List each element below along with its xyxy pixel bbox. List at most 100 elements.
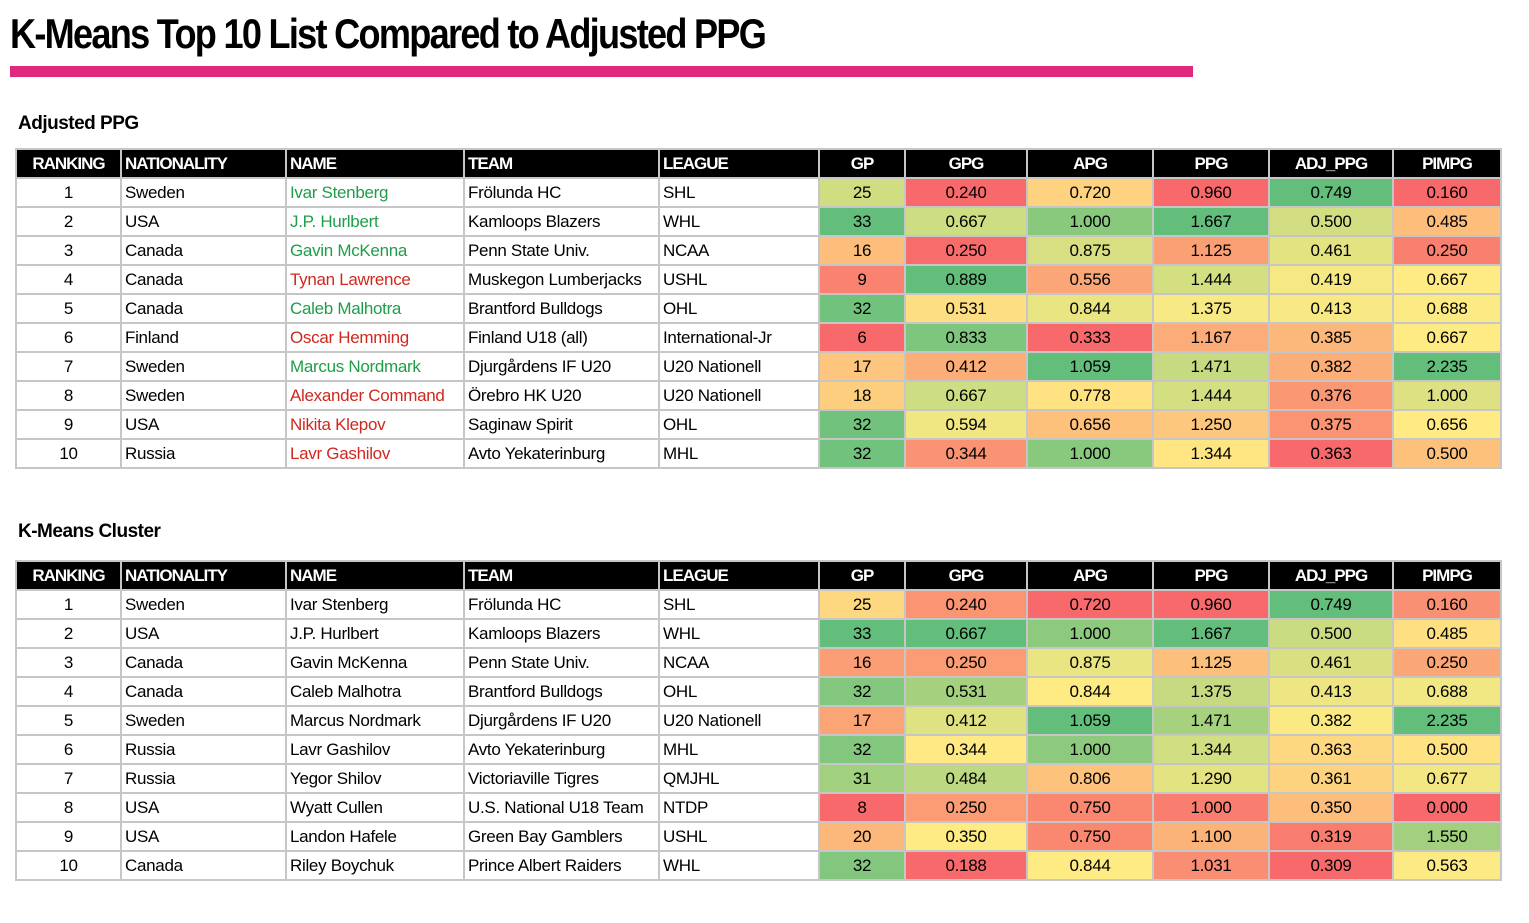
table-cell: 0.656 — [1026, 409, 1154, 440]
table-cell: 5 — [15, 293, 122, 324]
column-header: NATIONALITY — [120, 560, 287, 591]
table-cell: Ivar Stenberg — [285, 589, 465, 620]
table-cell: Lavr Gashilov — [285, 734, 465, 765]
table-cell: Saginaw Spirit — [463, 409, 660, 440]
table-cell: 0.889 — [904, 264, 1028, 295]
table-cell: 32 — [818, 293, 906, 324]
table-cell: 0.594 — [904, 409, 1028, 440]
table-cell: 0.382 — [1268, 351, 1394, 382]
table-row: 7 Russia Yegor Shilov Victoriaville Tigres Q… — [15, 763, 1502, 794]
table-cell: 0.363 — [1268, 438, 1394, 469]
table-cell: 0.844 — [1026, 293, 1154, 324]
column-header: GPG — [904, 148, 1028, 179]
table-cell: 0.484 — [904, 763, 1028, 794]
table-cell: 31 — [818, 763, 906, 794]
table-cell: 0.188 — [904, 850, 1028, 881]
table-cell: Russia — [120, 763, 287, 794]
table-cell: 0.844 — [1026, 850, 1154, 881]
column-header: LEAGUE — [658, 148, 820, 179]
table-cell: 0.688 — [1392, 676, 1502, 707]
table-cell: 1.550 — [1392, 821, 1502, 852]
table-cell: 1.344 — [1152, 438, 1270, 469]
table-cell: Caleb Malhotra — [285, 293, 465, 324]
column-header: ADJ_PPG — [1268, 148, 1394, 179]
table-cell: 8 — [15, 380, 122, 411]
table-cell: 0.875 — [1026, 647, 1154, 678]
table-cell: 0.461 — [1268, 647, 1394, 678]
table-cell: 0.000 — [1392, 792, 1502, 823]
column-header: PIMPG — [1392, 560, 1502, 591]
table-cell: 1.000 — [1026, 438, 1154, 469]
table-cell: Sweden — [120, 380, 287, 411]
table-cell: 0.485 — [1392, 618, 1502, 649]
title-underline — [10, 66, 1193, 77]
table-cell: Finland — [120, 322, 287, 353]
table-cell: 20 — [818, 821, 906, 852]
table-cell: 1.100 — [1152, 821, 1270, 852]
table-cell: 16 — [818, 235, 906, 266]
column-header: GP — [818, 148, 906, 179]
table-cell: 33 — [818, 618, 906, 649]
table-cell: Riley Boychuk — [285, 850, 465, 881]
section-title: Adjusted PPG — [18, 113, 139, 134]
table-cell: Canada — [120, 647, 287, 678]
table-cell: 1.000 — [1026, 206, 1154, 237]
table-cell: 2 — [15, 206, 122, 237]
table-cell: 3 — [15, 647, 122, 678]
table-cell: Russia — [120, 734, 287, 765]
table-cell: 9 — [15, 409, 122, 440]
table-cell: Nikita Klepov — [285, 409, 465, 440]
table-cell: Oscar Hemming — [285, 322, 465, 353]
table-cell: 0.667 — [1392, 322, 1502, 353]
table-cell: U.S. National U18 Team — [463, 792, 660, 823]
table-cell: Djurgårdens IF U20 — [463, 351, 660, 382]
column-header: TEAM — [463, 148, 660, 179]
table-cell: Frölunda HC — [463, 589, 660, 620]
table-cell: 0.375 — [1268, 409, 1394, 440]
table-cell: Canada — [120, 264, 287, 295]
table-cell: 0.412 — [904, 705, 1028, 736]
table-cell: 0.413 — [1268, 293, 1394, 324]
table-cell: 10 — [15, 850, 122, 881]
table-row: 9 USA Nikita Klepov Saginaw Spirit OHL 32 0.59… — [15, 409, 1502, 440]
table-cell: Wyatt Cullen — [285, 792, 465, 823]
table-cell: Canada — [120, 235, 287, 266]
table-cell: 16 — [818, 647, 906, 678]
table-cell: 1.344 — [1152, 734, 1270, 765]
table-cell: 1.667 — [1152, 206, 1270, 237]
table-cell: 0.350 — [1268, 792, 1394, 823]
table-cell: International-Jr — [658, 322, 820, 353]
header-row: RANKING NATIONALITY NAME TEAM LEAGUE GP GPG APG… — [15, 148, 1502, 179]
table-cell: Lavr Gashilov — [285, 438, 465, 469]
table-cell: 1.290 — [1152, 763, 1270, 794]
table-cell: 1.000 — [1392, 380, 1502, 411]
table-cell: Penn State Univ. — [463, 647, 660, 678]
table-cell: Avto Yekaterinburg — [463, 438, 660, 469]
table-cell: Muskegon Lumberjacks — [463, 264, 660, 295]
table-cell: 7 — [15, 351, 122, 382]
table-cell: Sweden — [120, 177, 287, 208]
table-cell: Penn State Univ. — [463, 235, 660, 266]
table-cell: OHL — [658, 293, 820, 324]
table-row: 1 Sweden Ivar Stenberg Frölunda HC SHL 25 0.24… — [15, 177, 1502, 208]
table-cell: 10 — [15, 438, 122, 469]
table-cell: 0.412 — [904, 351, 1028, 382]
table-cell: 0.656 — [1392, 409, 1502, 440]
table-cell: 0.376 — [1268, 380, 1394, 411]
table-cell: OHL — [658, 676, 820, 707]
table-cell: Örebro HK U20 — [463, 380, 660, 411]
table-cell: 1.031 — [1152, 850, 1270, 881]
table-cell: 0.500 — [1268, 206, 1394, 237]
table-cell: 0.419 — [1268, 264, 1394, 295]
table-cell: Brantford Bulldogs — [463, 293, 660, 324]
table-row: 5 Canada Caleb Malhotra Brantford Bulldogs O… — [15, 293, 1502, 324]
table-cell: 2.235 — [1392, 705, 1502, 736]
table-cell: 0.344 — [904, 734, 1028, 765]
table-row: 6 Finland Oscar Hemming Finland U18 (all) In… — [15, 322, 1502, 353]
table-cell: 0.333 — [1026, 322, 1154, 353]
table-cell: 1.167 — [1152, 322, 1270, 353]
table-cell: 1.667 — [1152, 618, 1270, 649]
table-cell: Canada — [120, 850, 287, 881]
table-row: 8 Sweden Alexander Command Örebro HK U20 U20… — [15, 380, 1502, 411]
table-cell: 0.240 — [904, 177, 1028, 208]
